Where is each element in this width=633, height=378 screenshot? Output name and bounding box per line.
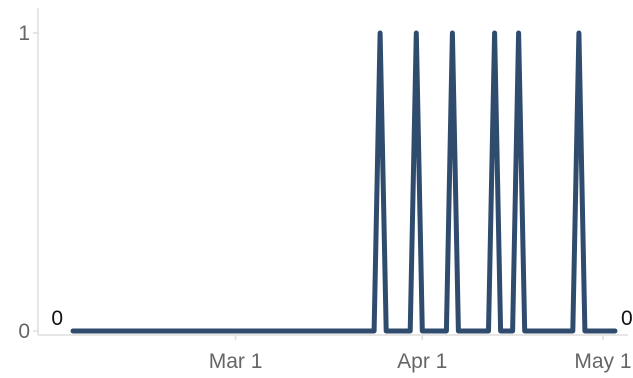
x-axis-ticks: Mar 1 Apr 1 May 1: [209, 335, 632, 373]
y-tick-label: 1: [18, 22, 30, 45]
y-axis-ticks: 01: [18, 22, 38, 343]
x-tick-label: Mar 1: [209, 350, 263, 373]
data-label: 0: [51, 307, 63, 330]
data-label: 0: [621, 307, 633, 330]
y-tick-label: 0: [18, 320, 30, 343]
series-line: [70, 30, 618, 334]
axes: [37, 8, 628, 336]
series-group: [70, 30, 618, 334]
x-tick-label: Apr 1: [397, 350, 447, 373]
x-tick-label: May 1: [574, 350, 631, 373]
